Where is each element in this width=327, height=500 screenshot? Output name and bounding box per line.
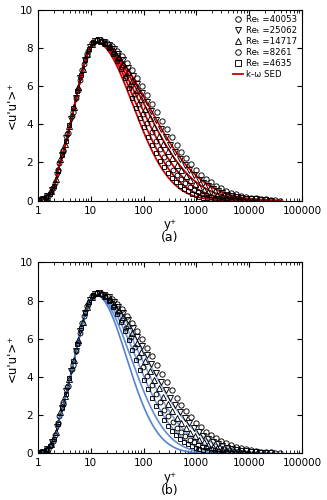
Text: (a): (a) — [161, 231, 179, 244]
Y-axis label: <u'u'>⁺: <u'u'>⁺ — [6, 82, 19, 129]
X-axis label: y⁺: y⁺ — [164, 218, 177, 232]
Legend: Reₜ =40053, Reₜ =25062, Reₜ =14717, Reₜ =8261, Reₜ =4635, k-ω SED: Reₜ =40053, Reₜ =25062, Reₜ =14717, Reₜ … — [229, 12, 300, 83]
Text: (b): (b) — [161, 484, 179, 497]
X-axis label: y⁺: y⁺ — [164, 471, 177, 484]
Y-axis label: <u'u'>⁺: <u'u'>⁺ — [6, 334, 19, 382]
